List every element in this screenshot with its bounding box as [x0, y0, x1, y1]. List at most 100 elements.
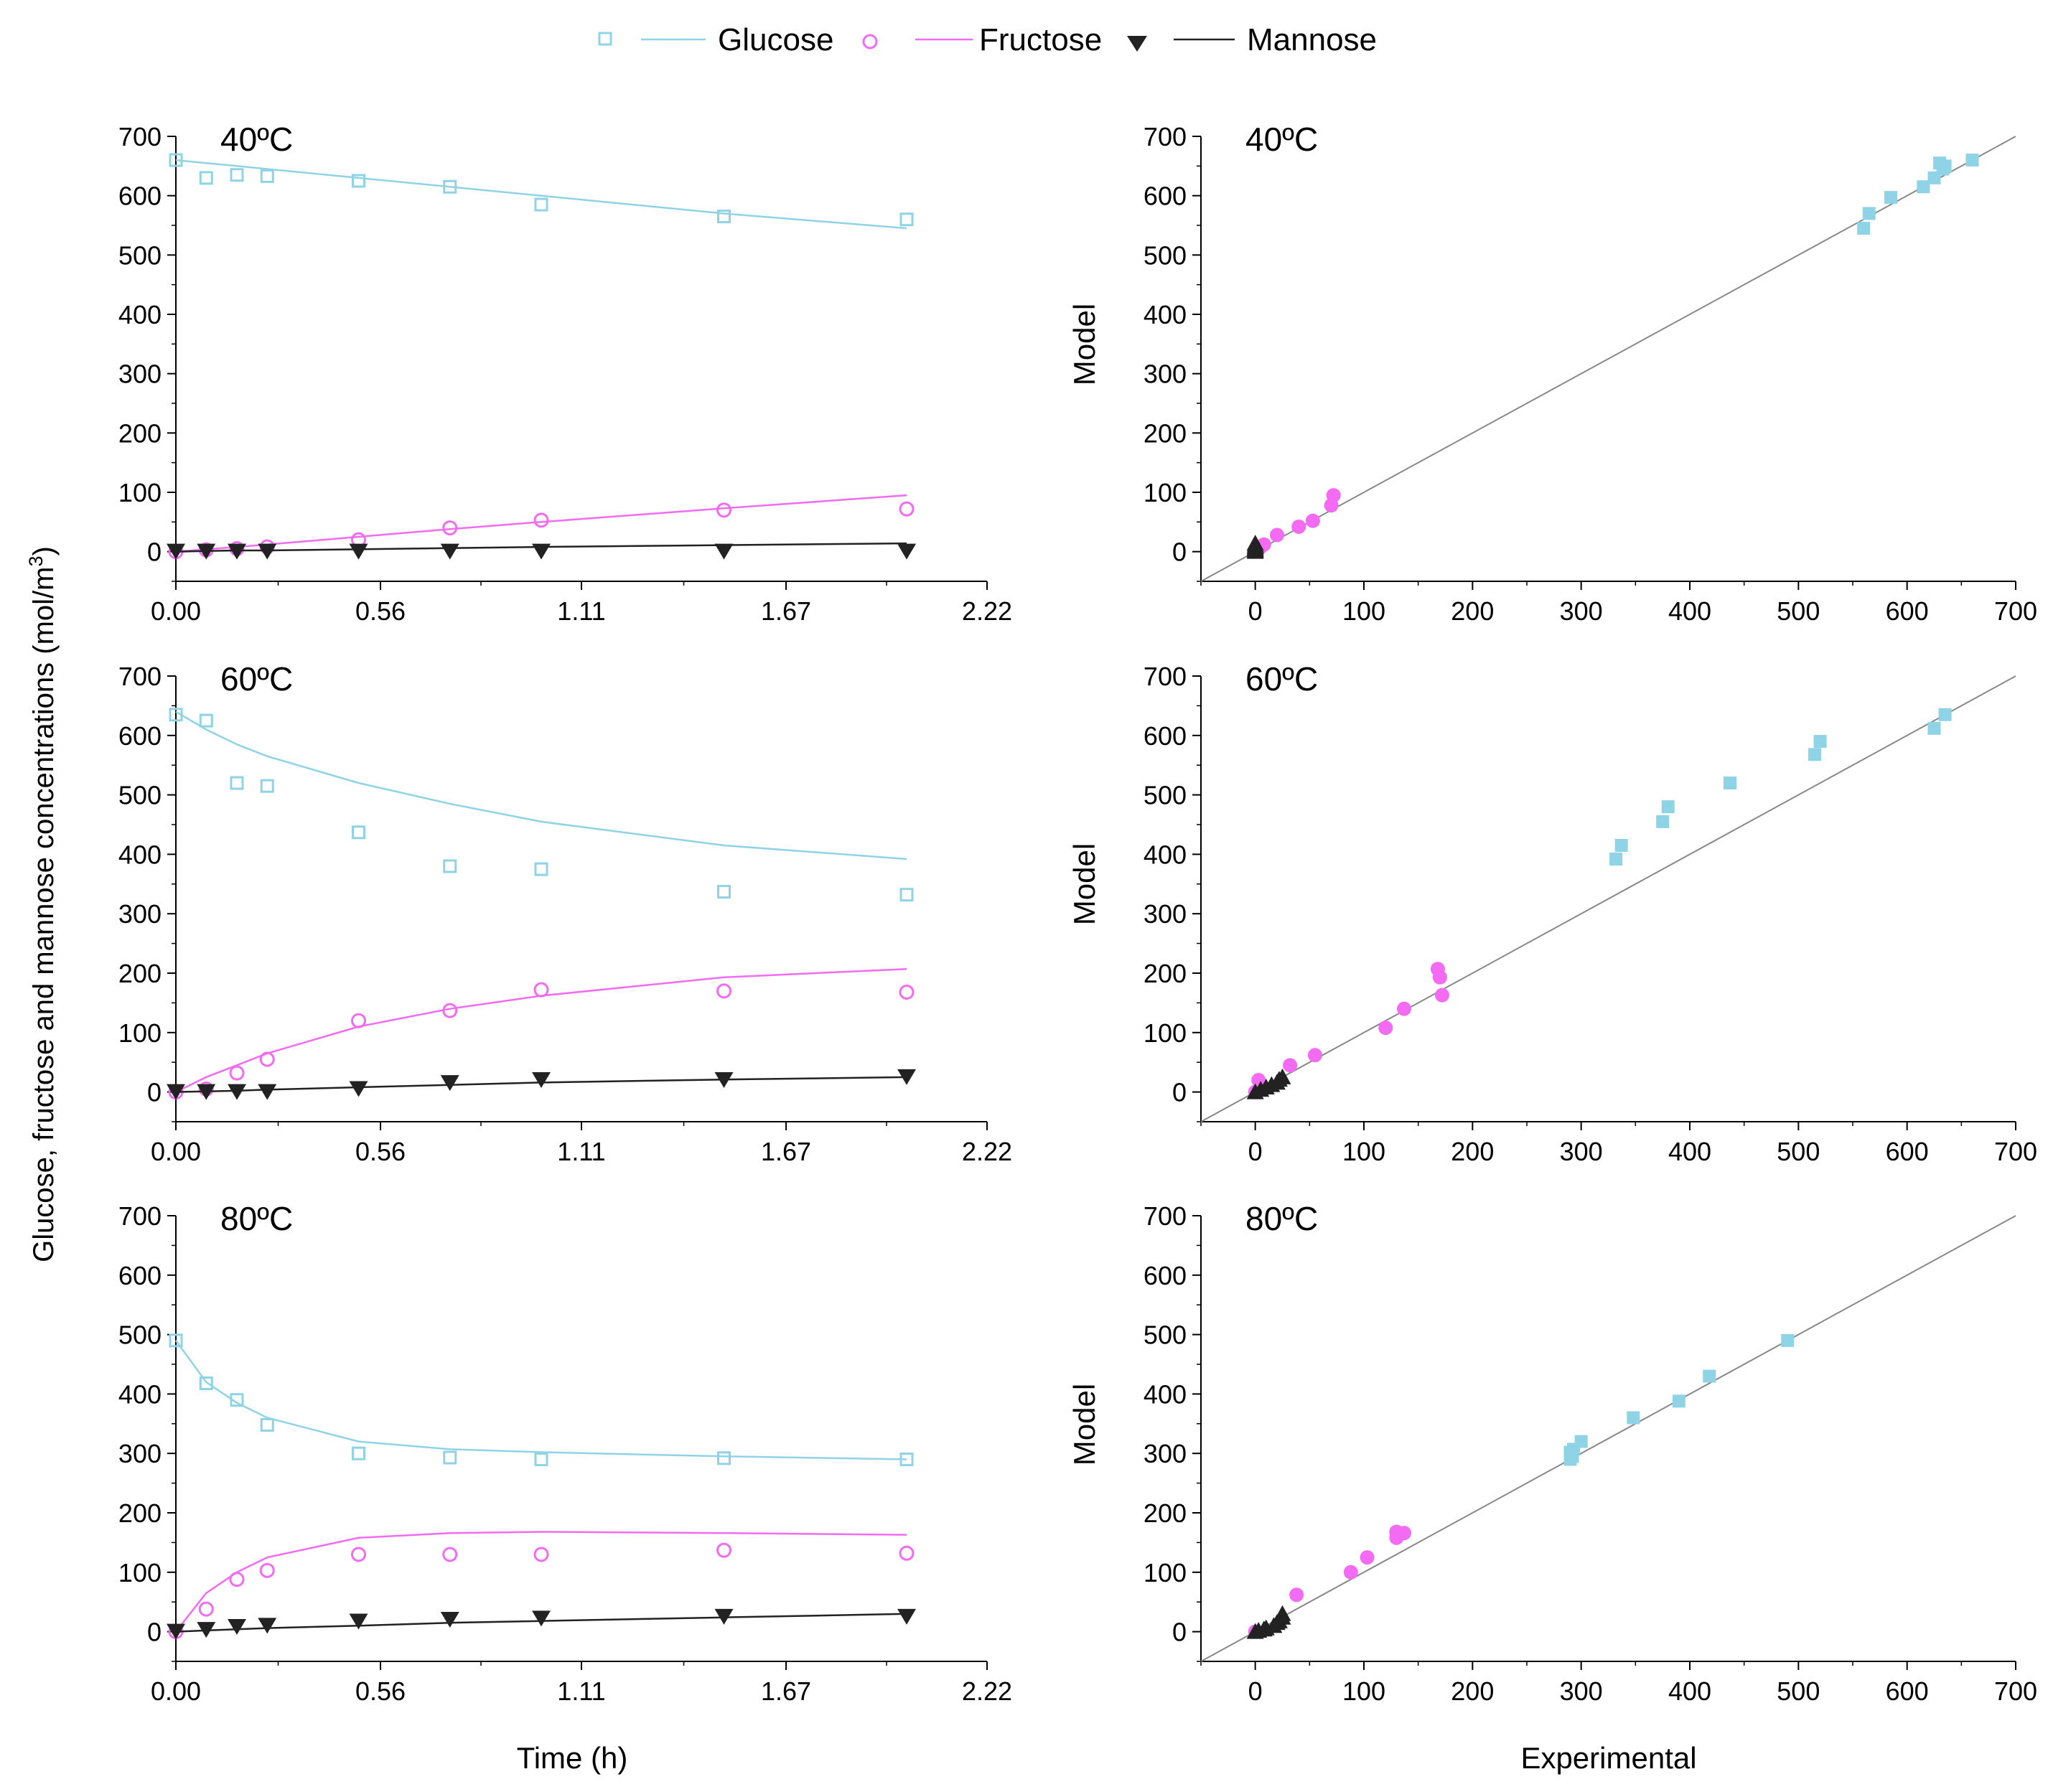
mannose-point	[897, 1069, 917, 1085]
y-tick-label-400: 400	[118, 300, 162, 329]
mannose-point	[197, 1084, 216, 1100]
y-axis-label-left-close: )	[28, 546, 60, 555]
glucose-point	[899, 1452, 914, 1466]
x-tick-label-600: 600	[1886, 1676, 1929, 1706]
x-tick-label-1-11: 1.11	[557, 596, 605, 626]
mannose-point	[532, 543, 551, 560]
chart-panels: 0 100 200 300 400 500 600 700 0.00 0.56 1.11 1.67 2.…	[118, 121, 2037, 1706]
y-tick-label-200: 200	[118, 1498, 162, 1528]
fructose-point	[1305, 513, 1320, 528]
panel-parity-80: 0 100 200 300 400 500 600 700 0 100 200 300 400 500 60…	[1144, 1200, 2037, 1706]
glucose-point	[1808, 748, 1822, 761]
fructose-point	[1360, 1550, 1375, 1565]
mannose-point	[1273, 1068, 1291, 1084]
panel-title-time-80: 80ºC	[220, 1200, 293, 1237]
x-tick-label-0-00: 0.00	[151, 1676, 201, 1706]
x-tick-label-0-56: 0.56	[355, 1676, 406, 1706]
y-tick-label-100: 100	[1144, 478, 1187, 507]
fructose-point	[229, 1572, 245, 1587]
x-tick-label-1-67: 1.67	[761, 1137, 811, 1166]
glucose-point	[352, 825, 366, 840]
fructose-point	[533, 1547, 549, 1562]
x-tick-label-300: 300	[1560, 1137, 1603, 1166]
glucose-point	[1627, 1411, 1640, 1425]
y-tick-label-300: 300	[118, 1439, 162, 1468]
fructose-point	[1432, 970, 1447, 985]
glucose-point	[1656, 815, 1670, 828]
x-tick-label-0: 0	[1248, 1676, 1263, 1706]
y-tick-label-300: 300	[1144, 899, 1187, 929]
panel-title-time-40: 40ºC	[220, 121, 293, 158]
x-tick-label-0-56: 0.56	[355, 1137, 406, 1166]
glucose-point	[443, 859, 457, 873]
glucose-point	[169, 1333, 183, 1348]
glucose-point	[1563, 1453, 1577, 1466]
glucose-point	[534, 1452, 548, 1466]
y-tick-label-0: 0	[147, 1618, 162, 1647]
panel-time-60: 0 100 200 300 400 500 600 700 0.00 0.56 1.11 1.67 2.…	[118, 660, 1012, 1166]
panel-title-parity-60: 60ºC	[1245, 660, 1318, 698]
y-tick-label-700: 700	[118, 662, 162, 691]
y-tick-label-400: 400	[118, 1379, 162, 1409]
x-tick-label-500: 500	[1777, 1137, 1820, 1166]
fructose-point	[1269, 527, 1284, 543]
y-tick-label-400: 400	[118, 840, 162, 869]
y-tick-label-600: 600	[118, 1261, 162, 1290]
mannose-point	[349, 543, 368, 560]
series-mannose	[1246, 535, 1264, 559]
y-tick-label-700: 700	[118, 1201, 162, 1231]
mannose-point	[228, 543, 247, 560]
fructose-point	[1434, 988, 1449, 1003]
x-tick-label-200: 200	[1451, 1676, 1494, 1706]
legend-mannose-label: Mannose	[1247, 22, 1377, 57]
fructose-point	[198, 1601, 214, 1617]
mannose-point	[897, 1608, 917, 1625]
x-axis-label-left: Time (h)	[517, 1741, 628, 1775]
fructose-point	[1283, 1058, 1298, 1073]
model-line-glucose	[175, 159, 907, 230]
glucose-point	[199, 171, 213, 185]
y-tick-label-500: 500	[1144, 240, 1187, 270]
x-tick-label-300: 300	[1560, 1676, 1603, 1706]
y-tick-label-700: 700	[1144, 662, 1187, 691]
mannose-point	[349, 1081, 368, 1097]
series-glucose	[1563, 1333, 1795, 1466]
fructose-point	[1378, 1021, 1393, 1036]
glucose-point	[534, 862, 548, 876]
model-line-glucose	[174, 1340, 907, 1460]
legend-fructose-marker	[862, 34, 878, 50]
series-glucose	[169, 708, 914, 902]
glucose-point	[534, 197, 548, 212]
y-tick-label-600: 600	[1144, 721, 1187, 751]
fructose-point	[1291, 519, 1306, 534]
fructose-point	[533, 982, 549, 998]
fructose-point	[351, 1013, 367, 1028]
axes-time-60: 0 100 200 300 400 500 600 700 0.00 0.56 1.11 1.67 2.…	[118, 662, 1012, 1166]
mannose-point	[532, 1072, 551, 1089]
y-tick-label-100: 100	[1144, 1018, 1187, 1048]
glucose-point	[260, 779, 274, 793]
fructose-point	[716, 502, 732, 518]
fructose-point	[259, 1051, 275, 1067]
fructose-point	[1396, 1001, 1411, 1016]
fructose-point	[351, 1547, 367, 1562]
fructose-point	[716, 983, 732, 999]
mannose-point	[440, 543, 459, 560]
mannose-point	[197, 543, 216, 560]
x-tick-label-2-22: 2.22	[962, 596, 1012, 626]
fructose-point	[442, 520, 458, 536]
glucose-point	[230, 168, 244, 182]
y-tick-label-700: 700	[118, 122, 162, 151]
legend-fructose-label: Fructose	[979, 22, 1102, 57]
series-mannose	[167, 1608, 917, 1640]
y-tick-label-400: 400	[1144, 300, 1187, 329]
series-mannose	[1246, 1068, 1291, 1099]
y-tick-label-200: 200	[1144, 1498, 1187, 1528]
y-axis-label-right-top: Model	[1067, 304, 1101, 385]
y-tick-label-200: 200	[1144, 959, 1187, 988]
y-tick-label-500: 500	[118, 781, 162, 810]
glucose-point	[1703, 1369, 1716, 1383]
mannose-point	[532, 1610, 551, 1627]
series-glucose	[1609, 708, 1952, 866]
mannose-point	[167, 543, 185, 560]
